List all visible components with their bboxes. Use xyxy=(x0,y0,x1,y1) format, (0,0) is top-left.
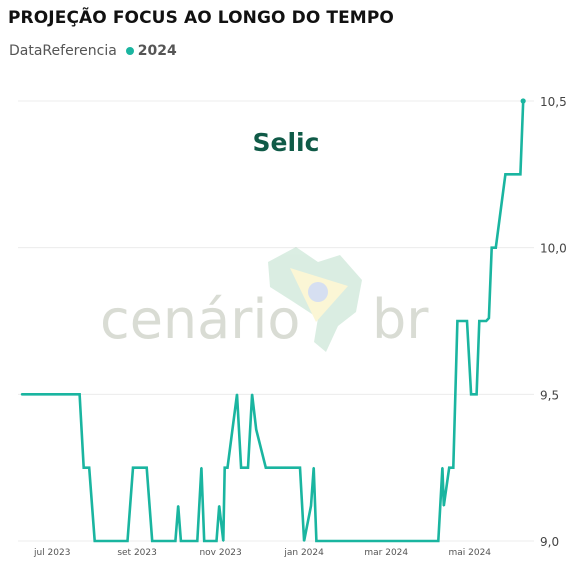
data-point xyxy=(478,320,481,322)
watermark-brand-right: br xyxy=(372,288,429,351)
data-point xyxy=(215,540,218,542)
data-point xyxy=(226,466,229,469)
data-point xyxy=(456,320,459,322)
watermark-brand-left: cenário xyxy=(100,288,300,351)
data-point xyxy=(442,505,445,507)
legend-series-name: 2024 xyxy=(137,43,177,59)
data-point xyxy=(255,428,258,431)
data-point xyxy=(78,393,81,396)
chart-legend: DataReferencia 2024 xyxy=(9,43,177,59)
data-point xyxy=(310,505,312,507)
data-point xyxy=(437,540,440,542)
x-tick-label: mai 2024 xyxy=(448,548,491,558)
data-point xyxy=(93,540,96,542)
legend-marker xyxy=(125,47,134,55)
data-point xyxy=(251,393,253,396)
data-point xyxy=(247,466,249,469)
x-tick-label: jan 2024 xyxy=(283,548,324,558)
data-point xyxy=(481,320,483,322)
data-point xyxy=(236,393,238,396)
y-tick-label: 9,5 xyxy=(540,388,559,402)
data-point xyxy=(315,540,318,542)
data-point xyxy=(218,505,221,507)
data-point xyxy=(264,466,267,469)
data-point xyxy=(203,540,205,542)
data-point xyxy=(325,540,327,542)
data-point xyxy=(132,466,134,469)
y-tick-label: 10,0 xyxy=(540,242,567,256)
data-point xyxy=(321,540,323,542)
data-point xyxy=(284,466,286,469)
x-tick-label: jul 2023 xyxy=(33,548,70,558)
data-point xyxy=(504,173,507,176)
data-point xyxy=(286,466,289,469)
data-point xyxy=(448,466,451,469)
legend-field-label: DataReferencia xyxy=(9,43,117,59)
data-point xyxy=(488,317,490,319)
data-point xyxy=(88,466,90,469)
data-point xyxy=(174,540,177,542)
data-point xyxy=(151,540,153,542)
x-tick-label: nov 2023 xyxy=(199,548,241,558)
series-line-2024 xyxy=(20,99,525,543)
y-tick-label: 10,5 xyxy=(540,95,567,109)
data-point xyxy=(177,505,179,507)
data-point xyxy=(470,393,472,396)
data-point xyxy=(312,466,315,469)
y-axis: 9,0 9,5 10,0 10,5 xyxy=(540,95,567,549)
data-point xyxy=(223,466,226,469)
data-point xyxy=(299,466,301,469)
data-point xyxy=(475,393,478,396)
data-point xyxy=(266,466,268,469)
y-tick-label: 9,0 xyxy=(540,535,559,549)
data-point xyxy=(490,246,493,249)
data-point xyxy=(180,540,182,542)
data-point xyxy=(485,320,487,322)
data-point xyxy=(196,540,199,542)
data-point xyxy=(274,466,277,469)
data-point xyxy=(466,320,468,322)
data-point xyxy=(280,466,282,469)
data-point xyxy=(145,466,148,469)
x-tick-label: mar 2024 xyxy=(364,548,408,558)
data-point xyxy=(21,393,23,396)
data-point xyxy=(200,466,203,469)
data-point xyxy=(519,173,522,176)
data-point xyxy=(452,466,455,469)
chart-annotation-selic: Selic xyxy=(253,128,320,157)
data-point xyxy=(270,466,273,469)
data-point xyxy=(126,540,129,542)
data-point xyxy=(441,466,444,469)
data-point xyxy=(82,466,85,469)
chart-title: PROJEÇÃO FOCUS AO LONGO DO TEMPO xyxy=(8,8,394,28)
brazil-map-logo xyxy=(268,247,362,352)
cenario-br-watermark: cenário br xyxy=(100,247,429,352)
data-point xyxy=(494,246,497,249)
series-layer xyxy=(20,98,526,543)
data-point xyxy=(240,466,242,469)
data-point xyxy=(222,540,225,542)
x-axis: jul 2023 set 2023 nov 2023 jan 2024 mar 2024… xyxy=(33,548,491,558)
data-point xyxy=(303,540,305,542)
data-point xyxy=(184,540,186,542)
x-tick-label: set 2023 xyxy=(117,548,157,558)
last-data-point xyxy=(520,98,526,104)
